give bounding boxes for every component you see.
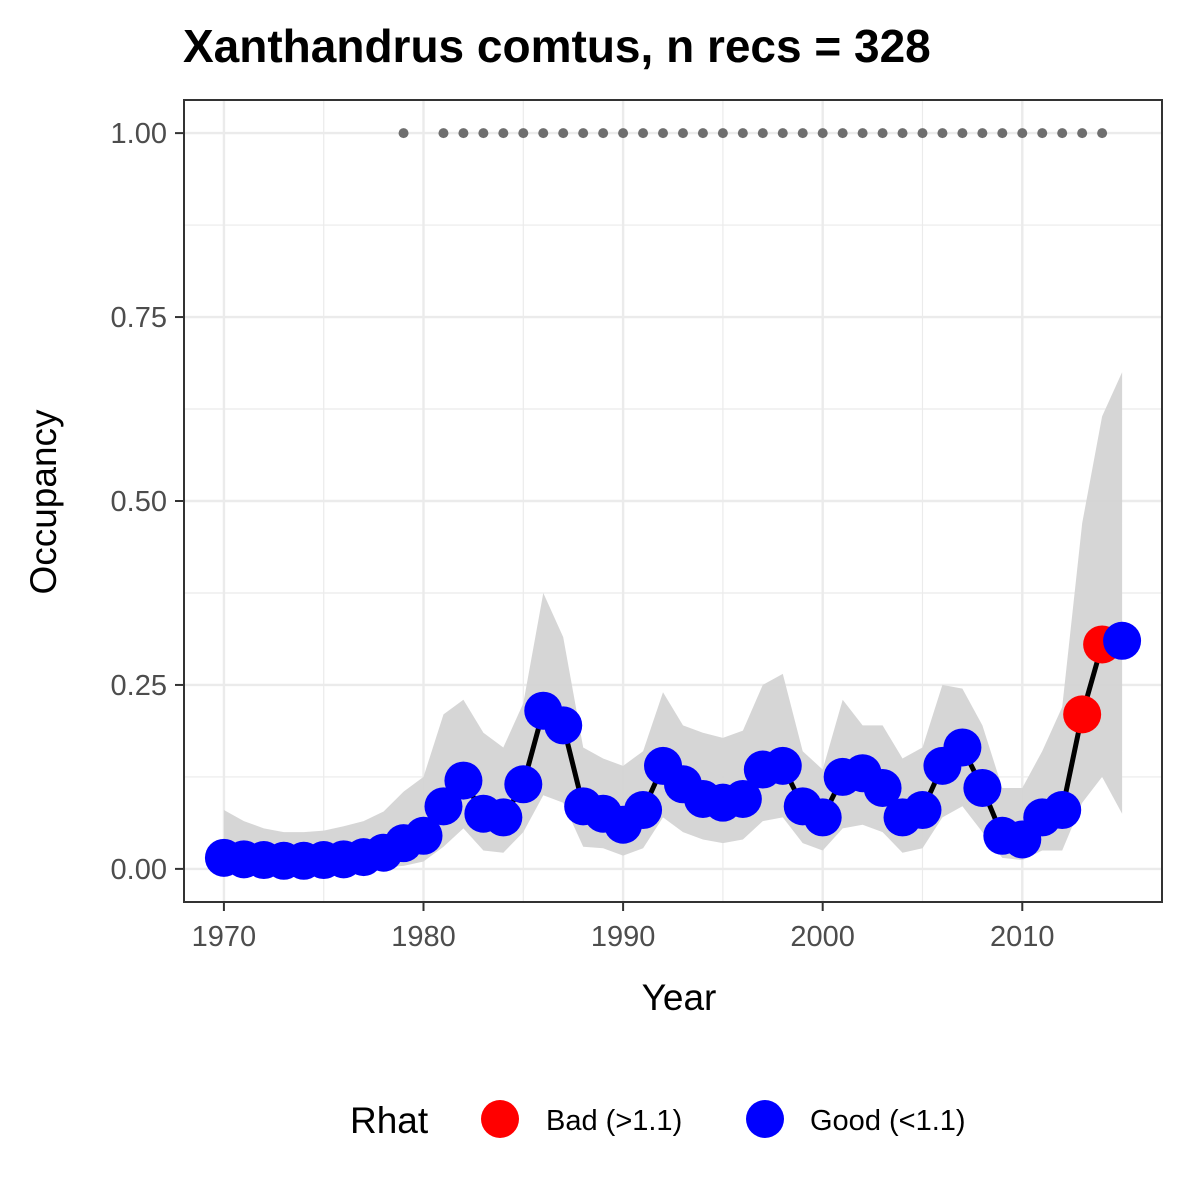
record-dot bbox=[518, 128, 529, 139]
chart-title: Xanthandrus comtus, n recs = 328 bbox=[183, 20, 931, 72]
record-years bbox=[398, 128, 1108, 139]
point-good bbox=[444, 761, 483, 800]
point-good bbox=[484, 798, 523, 837]
x-tick-label: 1970 bbox=[192, 921, 257, 953]
x-tick-label: 1980 bbox=[391, 921, 456, 953]
point-good bbox=[903, 791, 942, 830]
record-dot bbox=[618, 128, 629, 139]
x-tick-label: 1990 bbox=[591, 921, 656, 953]
record-dot bbox=[458, 128, 469, 139]
record-dot bbox=[857, 128, 868, 139]
point-good bbox=[723, 779, 762, 818]
record-dot bbox=[538, 128, 549, 139]
legend: Rhat Bad (>1.1) Good (<1.1) bbox=[350, 1100, 966, 1141]
record-dot bbox=[917, 128, 928, 139]
record-dot bbox=[578, 128, 589, 139]
record-dot bbox=[897, 128, 908, 139]
point-good bbox=[1103, 621, 1142, 660]
x-tick-label: 2000 bbox=[790, 921, 855, 953]
record-dot bbox=[598, 128, 609, 139]
occupancy-points bbox=[204, 621, 1142, 880]
record-dot bbox=[498, 128, 509, 139]
record-dot bbox=[957, 128, 968, 139]
y-axis-title: Occupancy bbox=[23, 409, 64, 595]
record-dot bbox=[997, 128, 1008, 139]
record-dot bbox=[777, 128, 788, 139]
record-dot bbox=[1017, 128, 1028, 139]
record-dot bbox=[478, 128, 489, 139]
y-tick-label: 0.25 bbox=[111, 670, 167, 702]
record-dot bbox=[1097, 128, 1108, 139]
y-tick-label: 0.50 bbox=[111, 486, 167, 518]
y-tick-label: 1.00 bbox=[111, 118, 167, 150]
point-good bbox=[504, 765, 543, 804]
record-dot bbox=[757, 128, 768, 139]
point-good bbox=[624, 791, 663, 830]
record-dot bbox=[677, 128, 688, 139]
record-dot bbox=[977, 128, 988, 139]
legend-key-good bbox=[746, 1100, 784, 1138]
point-bad bbox=[1063, 695, 1102, 734]
record-dot bbox=[737, 128, 748, 139]
record-dot bbox=[937, 128, 948, 139]
record-dot bbox=[877, 128, 888, 139]
legend-title: Rhat bbox=[350, 1100, 429, 1141]
record-dot bbox=[817, 128, 828, 139]
x-axis: 1970 1980 1990 2000 2010 bbox=[192, 902, 1055, 953]
ribbon-area bbox=[223, 372, 1123, 869]
record-dot bbox=[658, 128, 669, 139]
point-good bbox=[963, 768, 1002, 807]
record-dot bbox=[797, 128, 808, 139]
record-dot bbox=[697, 128, 708, 139]
point-good bbox=[1043, 791, 1082, 830]
point-good bbox=[943, 728, 982, 767]
plot-panel bbox=[183, 99, 1163, 903]
record-dot bbox=[438, 128, 449, 139]
point-good bbox=[803, 798, 842, 837]
y-tick-label: 0.75 bbox=[111, 302, 167, 334]
record-dot bbox=[1077, 128, 1088, 139]
record-dot bbox=[398, 128, 409, 139]
record-dot bbox=[837, 128, 848, 139]
legend-key-bad bbox=[481, 1100, 519, 1138]
point-good bbox=[544, 706, 583, 745]
point-good bbox=[424, 787, 463, 826]
credible-interval-ribbon bbox=[223, 372, 1123, 869]
record-dot bbox=[558, 128, 569, 139]
x-tick-label: 2010 bbox=[990, 921, 1055, 953]
record-dot bbox=[1037, 128, 1048, 139]
record-dot bbox=[1057, 128, 1068, 139]
record-dot bbox=[638, 128, 649, 139]
point-good bbox=[763, 746, 802, 785]
y-axis: 0.00 0.25 0.50 0.75 1.00 bbox=[111, 118, 184, 886]
y-tick-label: 0.00 bbox=[111, 854, 167, 886]
x-axis-title: Year bbox=[642, 977, 717, 1018]
point-good bbox=[404, 816, 443, 855]
legend-label-bad: Bad (>1.1) bbox=[546, 1105, 682, 1137]
record-dot bbox=[717, 128, 728, 139]
legend-label-good: Good (<1.1) bbox=[810, 1105, 966, 1137]
point-good bbox=[863, 768, 902, 807]
